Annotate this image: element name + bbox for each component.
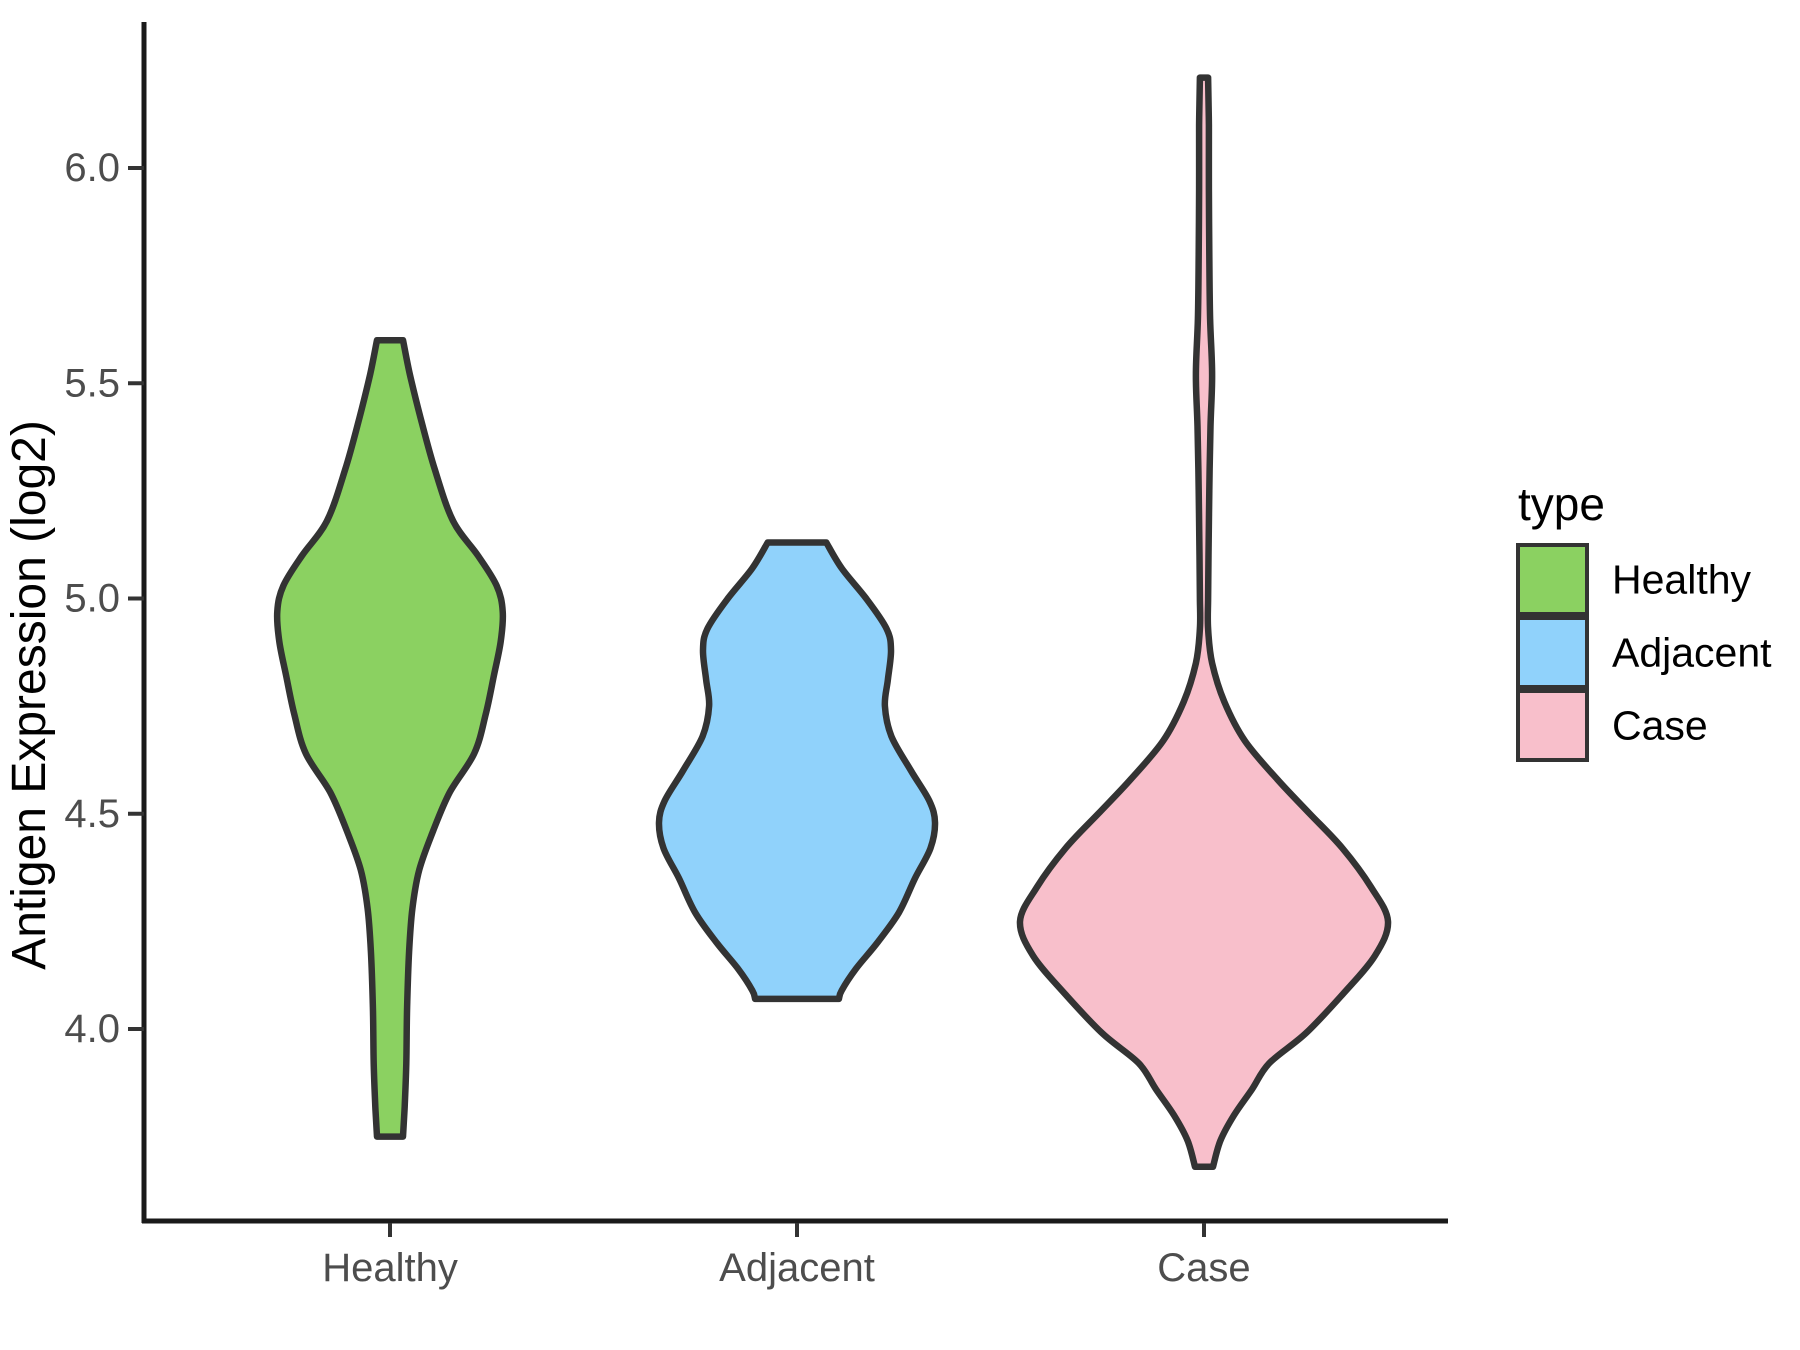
y-axis-title: Antigen Expression (log2) (3, 420, 56, 970)
legend-key-adjacent (1516, 616, 1589, 689)
legend-label-healthy: Healthy (1612, 557, 1752, 603)
legend-key-case (1516, 689, 1589, 762)
violin-healthy (273, 336, 507, 1140)
x-tick-label-healthy: Healthy (322, 1246, 458, 1290)
x-tick-label-case: Case (1157, 1246, 1250, 1290)
violin-case (1016, 74, 1392, 1171)
legend-title: type (1518, 478, 1605, 530)
y-tick-label: 4.5 (64, 792, 120, 836)
y-tick-label: 5.5 (64, 361, 120, 405)
legend-label-case: Case (1612, 703, 1708, 749)
y-tick-label: 6.0 (64, 146, 120, 190)
x-tick-label-adjacent: Adjacent (719, 1246, 875, 1290)
legend-key-healthy (1516, 543, 1589, 616)
y-tick-label: 4.0 (64, 1007, 120, 1051)
y-tick-label: 5.0 (64, 577, 120, 621)
violin-adjacent (655, 539, 939, 1003)
legend-label-adjacent: Adjacent (1612, 630, 1772, 676)
